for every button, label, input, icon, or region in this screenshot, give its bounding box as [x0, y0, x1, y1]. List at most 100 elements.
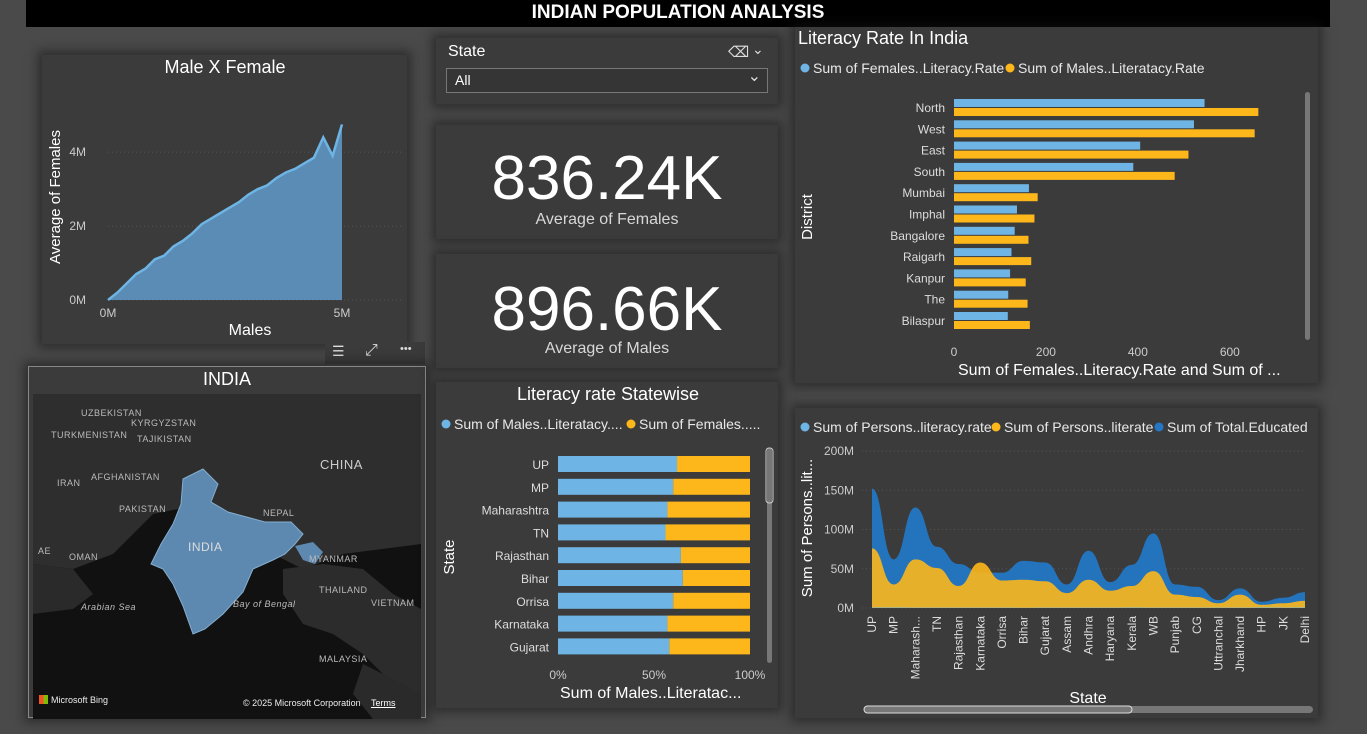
- chart-title: Literacy rate Statewise: [517, 384, 699, 404]
- label-kyrgyzstan: KYRGYZSTAN: [131, 418, 196, 428]
- bar-females: [677, 456, 750, 472]
- legend-entry: Sum of Persons..literate: [1004, 419, 1154, 435]
- category-label: Mumbai: [902, 186, 945, 200]
- focus-mode-icon[interactable]: ⤢: [365, 342, 378, 359]
- bar-males: [954, 278, 1026, 287]
- legend-entry: Sum of Females..Literacy.Rate: [813, 60, 1004, 76]
- visual-toolbar: ☰ ⤢ •••: [325, 342, 425, 364]
- land-southeast: [283, 564, 421, 694]
- bar-males: [954, 321, 1030, 329]
- x-tick-label: 0M: [100, 306, 117, 320]
- chevron-down-icon[interactable]: ⌄: [752, 41, 764, 57]
- y-tick-label: 150M: [824, 483, 854, 497]
- x-tick-label: 100%: [735, 668, 766, 682]
- category-label: Imphal: [909, 208, 945, 222]
- male-female-card[interactable]: Male X Female 0M 2M 4M 0M 5M Males Average of F…: [42, 55, 407, 344]
- category-label: Rajasthan: [495, 549, 549, 563]
- y-tick-label: 200M: [824, 444, 854, 458]
- area-persons-literate: [872, 548, 1305, 608]
- label-uzbekistan: UZBEKISTAN: [81, 408, 142, 418]
- legend-entry: Sum of Males..Literatacy....: [454, 416, 623, 432]
- literacy-statewise-card[interactable]: Literacy rate Statewise Sum of Males..Lit…: [436, 382, 778, 708]
- x-axis-label: Males: [229, 322, 272, 339]
- bar-females: [954, 269, 1011, 278]
- label-nepal: NEPAL: [263, 508, 294, 518]
- legend-entry: Sum of Males..Literatacy.Rate: [1018, 60, 1205, 76]
- label-turkmenistan: TURKMENISTAN: [51, 430, 127, 440]
- category-label: UP: [532, 458, 549, 472]
- eraser-icon[interactable]: ⌫: [728, 44, 750, 61]
- bar-males: [954, 235, 1029, 244]
- chart-title: Male X Female: [164, 57, 285, 77]
- legend-marker: [991, 422, 1001, 432]
- category-label: Bangalore: [890, 229, 945, 243]
- label-malaysia: MALAYSIA: [319, 654, 367, 664]
- literacy-india-card[interactable]: Literacy Rate In India Sum of Females..Li…: [795, 27, 1318, 383]
- filter-icon[interactable]: ☰: [332, 343, 345, 359]
- label-pakistan: PAKISTAN: [119, 504, 166, 514]
- bar-females: [954, 99, 1205, 107]
- label-thailand: THAILAND: [319, 585, 368, 595]
- x-axis-label: Sum of Females..Literacy.Rate and Sum of…: [958, 362, 1281, 379]
- category-label: Assam: [1060, 616, 1074, 653]
- bar-females: [667, 501, 750, 518]
- bar-males: [954, 214, 1035, 223]
- bar-females: [954, 120, 1194, 129]
- india-map-card[interactable]: INDIA UZBEKISTAN KYRGYZSTAN TURKMENISTAN…: [28, 366, 426, 719]
- kpi-average-males[interactable]: 896.66K Average of Males: [436, 254, 778, 368]
- bar-females: [954, 226, 1015, 235]
- kpi-males-value: 896.66K: [491, 275, 723, 344]
- category-label: Rajasthan: [952, 616, 966, 670]
- label-bay-of-bengal: Bay of Bengal: [233, 599, 296, 609]
- bar-females: [954, 162, 1134, 171]
- bar-males: [558, 615, 668, 632]
- area-fill: [108, 124, 342, 300]
- category-label: Bilaspur: [902, 314, 945, 328]
- scrollbar: [767, 448, 772, 663]
- legend-marker: [626, 419, 636, 429]
- bar-males: [954, 299, 1028, 308]
- bar-females: [673, 478, 750, 495]
- category-label: South: [914, 165, 945, 179]
- category-label: The: [924, 293, 945, 307]
- bar-females: [673, 592, 750, 609]
- y-axis-label: Average of Females: [47, 130, 64, 264]
- bar-males: [954, 129, 1255, 138]
- bar-females: [954, 290, 1009, 299]
- label-myanmar: MYANMAR: [309, 554, 358, 564]
- kpi-females-value: 836.24K: [491, 144, 723, 213]
- dropdown-chevron-icon: ⌄: [747, 68, 761, 85]
- persons-literacy-card[interactable]: Sum of Persons..literacy.rate Sum of Pers…: [795, 408, 1318, 718]
- bar-females: [954, 205, 1017, 214]
- legend-entry: Sum of Total.Educated: [1167, 419, 1308, 435]
- bar-males: [954, 171, 1175, 180]
- y-tick-label: 50M: [831, 562, 854, 576]
- category-label: Karnataka: [494, 618, 549, 632]
- category-label: Bihar: [521, 572, 549, 586]
- more-options-icon[interactable]: •••: [400, 343, 412, 355]
- kpi-females-label: Average of Females: [535, 211, 679, 228]
- bar-females: [669, 638, 750, 655]
- state-slicer[interactable]: State ⌫ ⌄ All ⌄: [436, 38, 778, 104]
- category-label: West: [918, 122, 946, 136]
- legend-marker: [800, 63, 810, 73]
- category-label: TN: [533, 526, 549, 540]
- x-tick-label: 400: [1128, 345, 1148, 359]
- x-tick-label: 0: [951, 345, 958, 359]
- slicer-label: State: [448, 43, 486, 60]
- scrollbar: [1305, 92, 1310, 340]
- label-vietnam: VIETNAM: [371, 598, 415, 608]
- bar-females: [954, 312, 1008, 320]
- x-tick-label: 600: [1220, 345, 1240, 359]
- bar-males: [558, 524, 666, 541]
- dashboard-title: INDIAN POPULATION ANALYSIS: [26, 0, 1330, 27]
- kpi-average-females[interactable]: 836.24K Average of Females: [436, 125, 778, 239]
- male-female-chart: Male X Female 0M 2M 4M 0M 5M Males Average of F…: [47, 57, 402, 339]
- y-tick-label: 0M: [69, 293, 86, 307]
- map-terms-link[interactable]: Terms: [371, 698, 396, 708]
- map-copyright: © 2025 Microsoft Corporation: [243, 698, 361, 708]
- persons-literacy-chart: Sum of Persons..literacy.rate Sum of Pers…: [799, 419, 1313, 714]
- literacy-statewise-chart: Literacy rate Statewise Sum of Males..Lit…: [441, 384, 774, 702]
- slicer-dropdown[interactable]: All ⌄: [446, 68, 768, 93]
- india-map[interactable]: UZBEKISTAN KYRGYZSTAN TURKMENISTAN TAJIK…: [33, 394, 421, 719]
